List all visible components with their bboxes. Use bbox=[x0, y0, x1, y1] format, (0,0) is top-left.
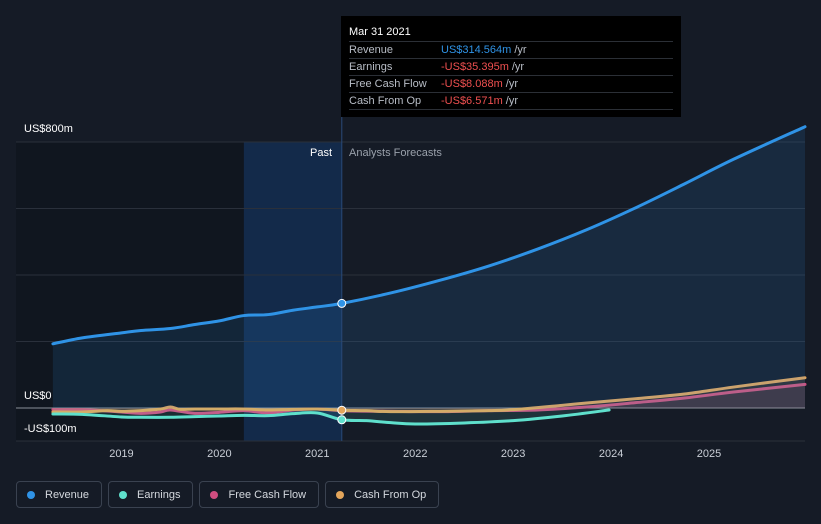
legend-label: Revenue bbox=[45, 488, 90, 501]
legend-dot bbox=[336, 490, 345, 499]
forecast-label: Analysts Forecasts bbox=[349, 147, 442, 159]
tooltip-row-free-cash-flow: Free Cash Flow -US$8.088m /yr bbox=[349, 75, 673, 92]
earnings-marker bbox=[337, 415, 347, 425]
revenue-area bbox=[52, 126, 806, 408]
tooltip-row-revenue: Revenue US$314.564m /yr bbox=[349, 41, 673, 58]
x-tick-label: 2019 bbox=[109, 448, 134, 460]
y-tick-label-min: -US$100m bbox=[24, 423, 77, 435]
tooltip-row-cash-from-op: Cash From Op -US$6.571m /yr bbox=[349, 92, 673, 110]
cash-from-op-marker bbox=[337, 405, 347, 415]
legend-item-revenue[interactable]: Revenue bbox=[16, 481, 103, 508]
cash-from-op-area bbox=[52, 377, 806, 413]
x-tick-label: 2024 bbox=[598, 448, 624, 460]
tooltip-unit: /yr bbox=[511, 61, 525, 73]
past-label: Past bbox=[310, 147, 333, 159]
legend-item-earnings[interactable]: Earnings bbox=[108, 481, 194, 508]
x-tick-label: 2025 bbox=[696, 448, 722, 460]
legend-label: Free Cash Flow bbox=[228, 488, 307, 501]
tooltip-label: Revenue bbox=[349, 44, 394, 56]
x-tick-label: 2020 bbox=[207, 448, 232, 460]
x-tick-label: 2022 bbox=[402, 448, 428, 460]
tooltip-unit: /yr bbox=[505, 95, 518, 107]
tooltip-value: -US$35.395m bbox=[441, 61, 509, 73]
legend-label: Earnings bbox=[137, 488, 181, 501]
earnings-line bbox=[51, 408, 611, 426]
tooltip-unit: /yr bbox=[505, 78, 518, 90]
legend-item-cash-from-op[interactable]: Cash From Op bbox=[325, 481, 440, 508]
hover-markers bbox=[337, 298, 347, 425]
series-layer bbox=[51, 125, 807, 426]
tooltip-label: Cash From Op bbox=[349, 95, 422, 107]
tooltip-value: US$314.564m bbox=[441, 44, 512, 56]
free-cash-flow-area bbox=[52, 384, 806, 414]
revenue-marker bbox=[337, 298, 347, 308]
legend-dot bbox=[210, 490, 219, 499]
legend-dot bbox=[27, 490, 35, 499]
legend: Revenue Earnings Free Cash Flow Cash Fro… bbox=[16, 481, 440, 508]
tooltip-unit: /yr bbox=[514, 44, 527, 56]
tooltip-date: Mar 31 2021 bbox=[349, 26, 411, 38]
y-tick-label-max: US$800m bbox=[24, 123, 73, 135]
tooltip-value: -US$6.571m bbox=[441, 95, 503, 107]
hover-tooltip: Mar 31 2021 Revenue US$314.564m /yr Earn… bbox=[341, 16, 681, 117]
revenue-line bbox=[51, 125, 807, 346]
legend-label: Cash From Op bbox=[354, 488, 427, 501]
tooltip-value: -US$8.088m bbox=[441, 78, 503, 90]
legend-item-free-cash-flow[interactable]: Free Cash Flow bbox=[199, 481, 320, 508]
x-tick-label: 2021 bbox=[305, 448, 330, 460]
legend-dot bbox=[119, 490, 128, 499]
cash-from-op-line bbox=[51, 376, 807, 414]
x-tick-label: 2023 bbox=[500, 448, 526, 460]
tooltip-label: Free Cash Flow bbox=[349, 78, 427, 90]
tooltip-label: Earnings bbox=[349, 61, 393, 73]
y-tick-label-zero: US$0 bbox=[24, 390, 52, 402]
past-highlight-band bbox=[243, 142, 342, 441]
tooltip-row-earnings: Earnings -US$35.395m /yr bbox=[349, 58, 673, 75]
grid-lines bbox=[16, 141, 805, 442]
